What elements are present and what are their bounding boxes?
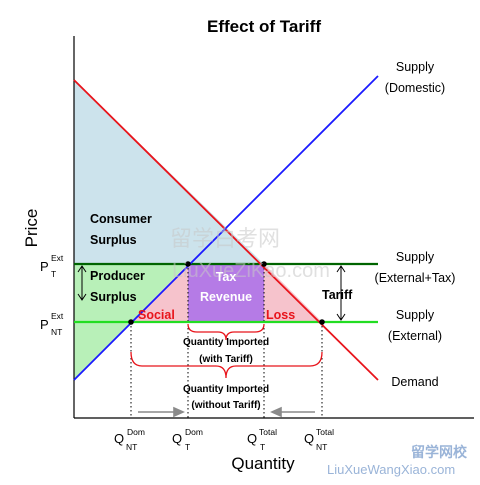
supply-external-tax-label-2: (External+Tax) xyxy=(375,271,456,285)
qty-without-tariff-label-2: (without Tariff) xyxy=(191,400,260,411)
point-qt-total xyxy=(261,261,267,267)
demand-label: Demand xyxy=(391,375,438,389)
consumer-surplus-label-2: Surplus xyxy=(90,233,137,247)
tick-base: Q xyxy=(114,431,124,446)
social-label: Social xyxy=(138,308,175,322)
producer-surplus-label-2: Surplus xyxy=(90,290,137,304)
qty-tick-qnt-total: Q Total NT xyxy=(304,427,334,452)
price-tick-pnt-ext: P Ext NT xyxy=(40,311,64,337)
qty-tick-qt-total: Q Total T xyxy=(247,427,277,452)
intersection-points xyxy=(128,261,325,325)
tax-revenue-label-1: Tax xyxy=(216,270,237,284)
watermark-corner-chinese: 留学网校 xyxy=(411,444,468,460)
loss-label: Loss xyxy=(266,308,295,322)
brace-without-tariff xyxy=(130,351,323,379)
deadweight-loss-right xyxy=(264,264,322,322)
tick-sup: Ext xyxy=(51,253,64,263)
qty-without-tariff-label-1: Quantity Imported xyxy=(183,384,269,395)
qty-tick-qnt-dom: Q Dom NT xyxy=(114,427,145,452)
tick-base: Q xyxy=(247,431,257,446)
y-axis-label: Price xyxy=(22,209,41,248)
watermark-corner-latin: LiuXueWangXiao.com xyxy=(327,462,455,477)
tick-sub: T xyxy=(185,442,190,452)
tick-base: P xyxy=(40,259,49,274)
supply-external-tax-label-1: Supply xyxy=(396,250,435,264)
supply-external-label-1: Supply xyxy=(396,308,435,322)
tick-sub: NT xyxy=(126,442,137,452)
tick-sub: NT xyxy=(316,442,327,452)
demand-line xyxy=(73,79,379,381)
x-axis-label: Quantity xyxy=(231,454,295,473)
tick-sup: Dom xyxy=(127,427,145,437)
tick-sup: Total xyxy=(259,427,277,437)
tick-sup: Ext xyxy=(51,311,64,321)
tariff-arrow xyxy=(336,265,346,321)
tick-sup: Dom xyxy=(185,427,203,437)
tax-revenue-area xyxy=(188,264,264,322)
watermark-latin: LiuXueZiKao.com xyxy=(172,260,330,282)
tariff-label: Tariff xyxy=(322,288,353,302)
supply-domestic-label-2: (Domestic) xyxy=(385,81,445,95)
tick-sub: T xyxy=(260,442,265,452)
brace-with-tariff xyxy=(187,323,265,341)
tick-sup: Total xyxy=(316,427,334,437)
quantity-shift-arrows xyxy=(138,406,315,418)
supply-domestic-line xyxy=(73,75,379,381)
qty-tick-qt-dom: Q Dom T xyxy=(172,427,203,452)
qty-with-tariff-label-1: Quantity Imported xyxy=(183,337,269,348)
qty-with-tariff-label-2: (with Tariff) xyxy=(199,354,253,365)
producer-surplus-label-1: Producer xyxy=(90,269,145,283)
price-gap-arrow xyxy=(77,265,87,301)
tick-base: Q xyxy=(304,431,314,446)
price-tick-pt-ext: P Ext T xyxy=(40,253,64,279)
chart-title: Effect of Tariff xyxy=(207,17,321,36)
tick-sub: T xyxy=(51,269,56,279)
supply-external-label-2: (External) xyxy=(388,329,442,343)
tick-base: Q xyxy=(172,431,182,446)
tick-sub: NT xyxy=(51,327,62,337)
point-qnt-total xyxy=(319,319,325,325)
supply-domestic-label-1: Supply xyxy=(396,60,435,74)
tax-revenue-label-2: Revenue xyxy=(200,290,252,304)
producer-surplus-area xyxy=(74,264,188,322)
watermark-chinese: 留学白考网 xyxy=(170,226,280,251)
point-qt-dom xyxy=(185,261,191,267)
point-qnt-dom xyxy=(128,319,134,325)
consumer-surplus-label-1: Consumer xyxy=(90,212,152,226)
tick-base: P xyxy=(40,317,49,332)
